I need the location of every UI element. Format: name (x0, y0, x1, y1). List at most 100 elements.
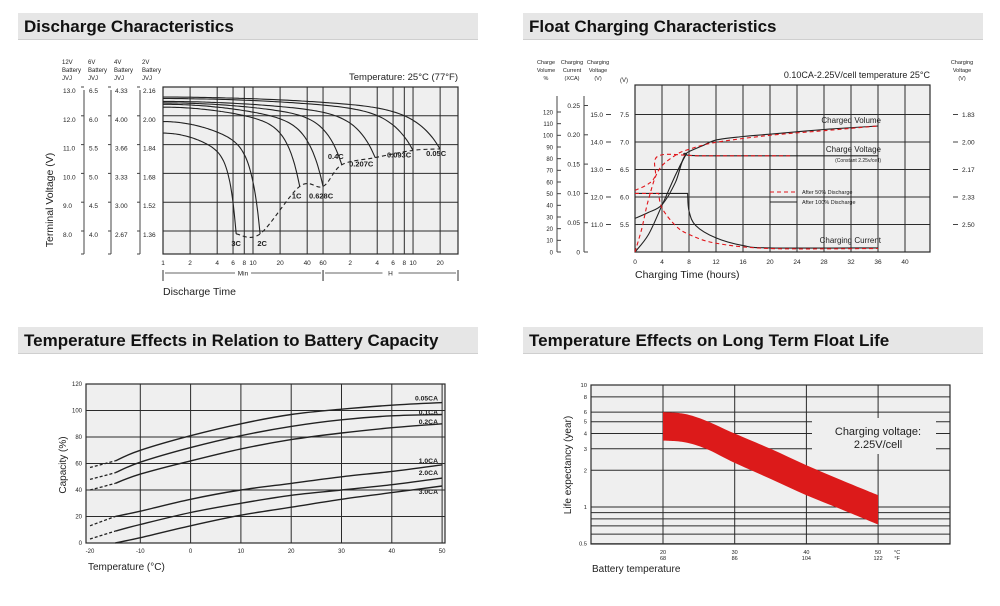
voltage-tick-label: 1.84 (143, 146, 156, 153)
y-tick-label: 5 (584, 420, 587, 426)
cell-charging-voltage-tick: 2.17 (962, 167, 975, 174)
cutoff-voltage-line (236, 148, 441, 238)
series-charging-current-after-50pct (635, 192, 879, 250)
discharge-curve-0.4C (162, 102, 343, 165)
voltage-axis-header: JVJ (114, 76, 124, 82)
axis-header: Charging (561, 60, 583, 66)
x-tick-label: 50 (439, 549, 446, 555)
float-plot-area (634, 84, 931, 253)
voltage-tick-label: 11.0 (63, 146, 76, 153)
y-tick-label: 3 (584, 447, 587, 453)
charge-volume-tick: 40 (546, 204, 553, 210)
series-0.1CA (114, 413, 443, 474)
voltage-axis-header: 12V (62, 60, 73, 66)
charging-current-tick: 0.05 (567, 220, 580, 227)
x-tick-label: 6 (231, 260, 235, 267)
x-tick-label-celsius: 20 (660, 550, 666, 556)
series-label-0.05C: 0.05C (426, 149, 447, 158)
x-tick-label-fahrenheit: 86 (732, 556, 738, 562)
x-tick-label: 32 (847, 259, 855, 266)
x-tick-label: 40 (304, 260, 312, 267)
x-tick-label: 0 (189, 549, 193, 555)
y-tick-label: 4 (584, 432, 588, 438)
voltage-tick-label: 2.67 (115, 232, 128, 239)
panel-title: Discharge Characteristics (24, 17, 234, 36)
voltage-axis-header: JVJ (142, 76, 152, 82)
voltage-axis-header: Battery (142, 68, 161, 74)
x-tick-label: 10 (249, 260, 257, 267)
series-label-2C: 2C (257, 239, 267, 248)
voltage-axis-header: Battery (88, 68, 107, 74)
x-tick-label: 16 (739, 259, 747, 266)
x-tick-label: -20 (86, 549, 95, 555)
series-extrapolated-0.05CA (89, 460, 116, 469)
voltage-axis-header: Battery (114, 68, 133, 74)
voltage-axis-header: JVJ (62, 76, 72, 82)
x-tick-label: 20 (766, 259, 774, 266)
y-tick-label: 80 (75, 435, 82, 441)
voltage-tick-label: 5.5 (89, 146, 98, 153)
y-tick-label: 1 (584, 505, 587, 511)
cell-voltage-tick: 5.5 (620, 222, 629, 229)
x-tick-label-celsius: 30 (732, 550, 738, 556)
axis-header: Charge (537, 60, 555, 66)
series-extrapolated-0.2CA (89, 482, 116, 491)
range-label: H (388, 271, 393, 278)
series-charged-volume-after-100pct (634, 125, 879, 253)
cell-charging-voltage-tick: 2.50 (962, 222, 975, 229)
x-axis-label: Temperature (°C) (88, 562, 165, 573)
series-2.0CA (115, 477, 443, 532)
cell-voltage-tick: 6.0 (620, 194, 629, 201)
charge-volume-tick: 30 (546, 215, 553, 221)
voltage-tick-label: 10.0 (63, 174, 76, 181)
panel-title: Temperature Effects in Relation to Batte… (24, 331, 439, 350)
y-tick-label: 10 (581, 383, 587, 389)
cell-voltage-tick: 7.0 (620, 139, 629, 146)
x-tick-label: 28 (820, 259, 828, 266)
discharge-curve-0.207C (162, 100, 376, 158)
x-tick-label: -10 (136, 549, 145, 555)
x-tick-label: 24 (793, 259, 801, 266)
y-tick-label: 100 (72, 409, 83, 415)
y-tick-label: 0.5 (579, 542, 587, 548)
charge-volume-tick: 110 (543, 122, 553, 128)
voltage-tick-label: 6.5 (89, 88, 98, 95)
voltage-tick-label: 12.0 (63, 117, 76, 124)
charge-volume-tick: 50 (546, 192, 553, 198)
x-tick-label: 10 (238, 549, 245, 555)
y-tick-label: 8 (584, 395, 587, 401)
charge-volume-tick: 70 (546, 169, 553, 175)
panel-header-discharge: Discharge Characteristics (18, 13, 478, 40)
series-extrapolated-0.1CA (89, 472, 116, 481)
label-charge-voltage: Charge Voltage (826, 145, 882, 154)
battery-voltage-tick: 15.0 (590, 112, 603, 119)
charge-volume-tick: 10 (546, 239, 553, 245)
charge-volume-tick: 20 (546, 227, 553, 233)
series-label-3.0CA: 3.0CA (419, 489, 438, 496)
x-tick-label: 1 (161, 260, 165, 267)
x-unit-celsius: °C (894, 550, 900, 556)
legend-label: After 50% Discharge (802, 190, 852, 196)
discharge-curve-0.05C (163, 96, 441, 150)
voltage-tick-label: 4.00 (115, 117, 128, 124)
battery-voltage-tick: 13.0 (590, 167, 603, 174)
series-0.2CA (114, 423, 443, 485)
x-tick-label-fahrenheit: 122 (874, 556, 883, 562)
y-tick-label: 120 (72, 382, 83, 388)
series-label-0.628C: 0.628C (309, 191, 334, 200)
discharge-curve-1C (162, 106, 301, 187)
discharge-plot-area (162, 86, 459, 255)
voltage-tick-label: 8.0 (63, 232, 72, 239)
voltage-tick-label: 3.00 (115, 203, 128, 210)
x-tick-label-celsius: 40 (803, 550, 809, 556)
x-tick-label: 40 (388, 549, 395, 555)
legend-label: After 100% Discharge (802, 200, 856, 206)
series-1.0CA (115, 464, 443, 518)
charging-current-tick: 0.15 (567, 161, 580, 168)
voltage-axis-header: JVJ (88, 76, 98, 82)
battery-voltage-tick: 14.0 (590, 139, 603, 146)
y-tick-label: 0 (79, 541, 83, 547)
x-axis-label: Battery temperature (592, 564, 681, 575)
charge-volume-tick: 60 (546, 180, 553, 186)
x-tick-label: 8 (687, 259, 691, 266)
